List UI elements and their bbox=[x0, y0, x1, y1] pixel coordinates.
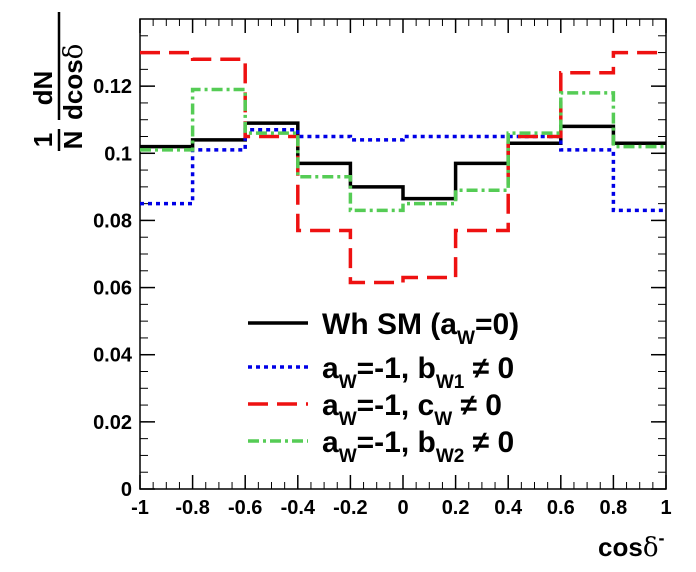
y-axis-title: 1 N dN dcosδ bbox=[28, 12, 89, 151]
x-tick-label: 0.4 bbox=[494, 497, 523, 519]
legend-sm-sub: W bbox=[457, 328, 475, 349]
y-tick-label: 0.08 bbox=[93, 210, 132, 232]
y-title-dn: dN bbox=[28, 71, 58, 106]
series-line-c-w bbox=[140, 50, 666, 285]
legend-bw2-sub: W bbox=[339, 446, 357, 467]
x-tick-label: 0 bbox=[397, 497, 408, 519]
series-line-b-w1 bbox=[140, 128, 666, 213]
legend-label-sm: Wh SM (aW=0) bbox=[322, 308, 519, 349]
legend-label-bw2: aW=-1, bW2 ≠ 0 bbox=[322, 426, 514, 467]
y-tick-labels: 0 0.02 0.04 0.06 0.08 0.1 0.12 bbox=[93, 76, 133, 501]
legend-sm-post: =0) bbox=[475, 308, 519, 341]
legend-bw1-sub: W bbox=[339, 372, 357, 393]
legend-cw-sub2: W bbox=[434, 409, 452, 430]
y-tick-label: 0.12 bbox=[93, 76, 132, 98]
legend-entry-bw1: aW=-1, bW1 ≠ 0 bbox=[248, 352, 514, 393]
y-title-delta: δ bbox=[59, 44, 89, 60]
y-title-n: N bbox=[58, 131, 88, 150]
y-title-one: 1 bbox=[28, 133, 58, 147]
x-tick-label: 0.8 bbox=[599, 497, 627, 519]
x-axis-title: cosδ- bbox=[598, 528, 664, 563]
legend-cw-post: ≠ 0 bbox=[452, 389, 502, 422]
y-tick-label: 0.06 bbox=[93, 278, 132, 300]
x-title-delta: δ bbox=[643, 533, 659, 563]
y-tick-label: 0.02 bbox=[93, 412, 132, 434]
x-tick-labels: -1 -0.8 -0.6 -0.4 -0.2 0 0.2 0.4 0.6 0.8 1 bbox=[131, 497, 671, 519]
series-line-b-w2 bbox=[140, 87, 666, 213]
legend-entry-bw2: aW=-1, bW2 ≠ 0 bbox=[248, 426, 514, 467]
y-title-dcos-text: dcos bbox=[58, 59, 88, 120]
y-title-dcos: dcosδ bbox=[58, 44, 89, 120]
legend-cw-mid: =-1, c bbox=[357, 389, 435, 422]
x-tick-label: -0.6 bbox=[228, 497, 262, 519]
x-tick-label: 1 bbox=[660, 497, 671, 519]
legend: Wh SM (aW=0) aW=-1, bW1 ≠ 0 aW=-1, cW ≠ … bbox=[248, 308, 519, 467]
legend-bw1-post: ≠ 0 bbox=[464, 352, 514, 385]
x-tick-label: -0.8 bbox=[175, 497, 209, 519]
x-tick-label: 0.2 bbox=[442, 497, 470, 519]
legend-bw1-sub2: W1 bbox=[436, 372, 465, 393]
legend-sm-pre: Wh SM (a bbox=[322, 308, 457, 341]
x-tick-label: 0.6 bbox=[547, 497, 575, 519]
ticks bbox=[139, 19, 667, 490]
legend-label-bw1: aW=-1, bW1 ≠ 0 bbox=[322, 352, 514, 393]
legend-bw2-mid: =-1, b bbox=[357, 426, 436, 459]
x-title-sup: - bbox=[658, 528, 664, 548]
legend-bw2-post: ≠ 0 bbox=[464, 426, 514, 459]
y-tick-label: 0.04 bbox=[93, 345, 133, 367]
x-tick-label: -0.4 bbox=[281, 497, 316, 519]
legend-entry-sm: Wh SM (aW=0) bbox=[248, 308, 519, 349]
legend-bw2-pre: a bbox=[322, 426, 339, 459]
legend-bw2-sub2: W2 bbox=[436, 446, 465, 467]
series-lines bbox=[140, 50, 666, 285]
x-title-cos: cos bbox=[598, 532, 643, 562]
y-tick-label: 0.1 bbox=[104, 143, 132, 165]
legend-cw-pre: a bbox=[322, 389, 339, 422]
y-tick-label: 0 bbox=[121, 479, 132, 501]
legend-bw1-pre: a bbox=[322, 352, 339, 385]
legend-bw1-mid: =-1, b bbox=[357, 352, 436, 385]
x-tick-label: -1 bbox=[131, 497, 149, 519]
series-line-wh-sm bbox=[140, 121, 666, 201]
legend-cw-sub: W bbox=[339, 409, 357, 430]
legend-label-cw: aW=-1, cW ≠ 0 bbox=[322, 389, 502, 430]
x-tick-label: -0.2 bbox=[333, 497, 367, 519]
legend-entry-cw: aW=-1, cW ≠ 0 bbox=[248, 389, 502, 430]
